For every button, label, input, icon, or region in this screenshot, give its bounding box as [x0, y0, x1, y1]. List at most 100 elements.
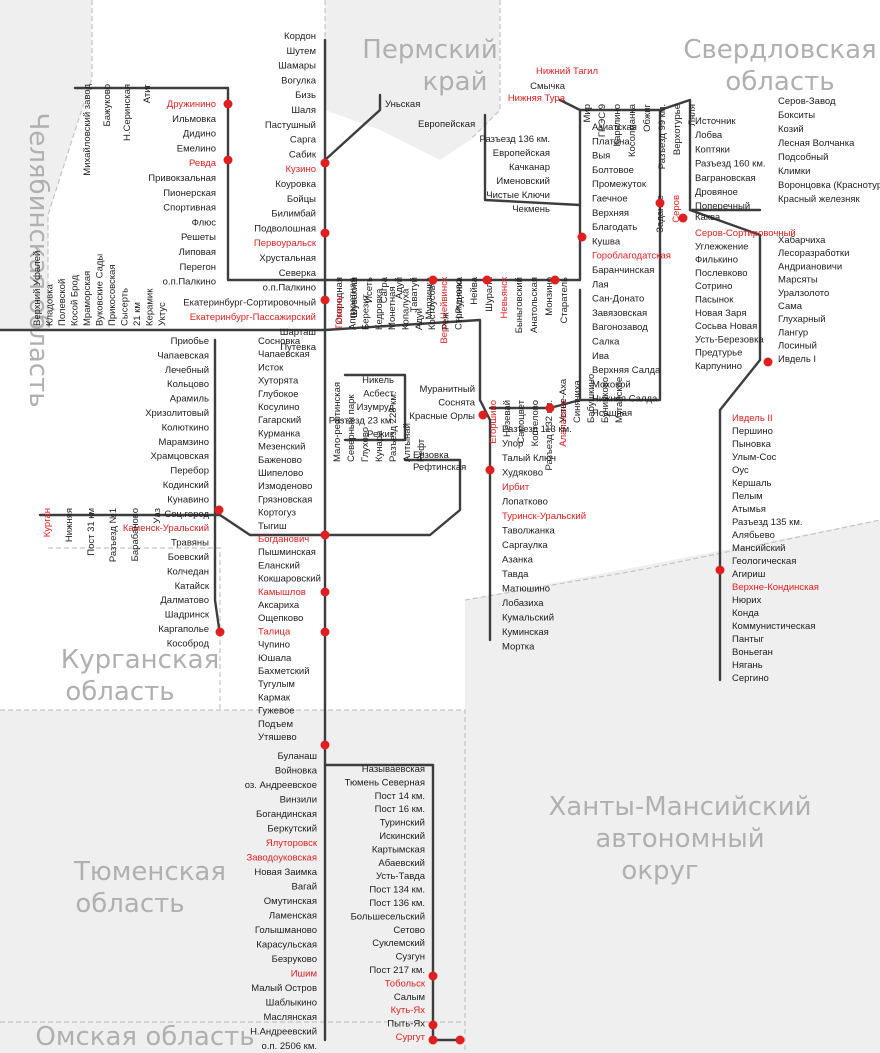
station-label: Сергино [732, 673, 769, 684]
station-label: Юшала [258, 653, 292, 664]
major-station-dot [320, 295, 330, 305]
station-label: Измоденово [258, 481, 312, 492]
station-label: Коптелово [530, 400, 541, 446]
station-label: Карпунино [695, 361, 742, 372]
station-label: Маслянская [263, 1012, 317, 1023]
track-kushva-loop [578, 108, 662, 402]
major-station-dot [223, 155, 233, 165]
station-label: Красные Орлы [409, 411, 475, 422]
station-label: Новая Заря [695, 308, 747, 319]
station-label: Картымская [372, 844, 425, 855]
track-yekat-east [0, 318, 492, 642]
station-label: Голышманово [255, 925, 317, 936]
station-label: Азиатская [592, 122, 637, 133]
station-label: Разъезд 132 км. [544, 400, 555, 471]
station-label: Климки [778, 166, 810, 177]
station-label: Ревда [189, 158, 217, 169]
station-label: Шаблыкино [266, 998, 317, 1009]
station-label: Чистые Ключи [486, 190, 550, 201]
station-label: Мортка [502, 642, 535, 653]
station-label: Сотрино [695, 281, 732, 292]
station-label: Северка [279, 268, 317, 279]
station-label: Нижняя Салда [592, 394, 658, 405]
station-label: Серов [671, 195, 682, 223]
station-label: Уаз [152, 508, 163, 524]
station-label: Адуй [414, 308, 425, 330]
station-label: Спортивная [163, 203, 216, 214]
station-label: Ильмовка [172, 114, 217, 125]
station-label: Перегон [180, 262, 216, 273]
region-tyumen-area [0, 710, 465, 1022]
region-label-khmao-2: автономный [595, 824, 764, 854]
station-label: Предтурье [695, 348, 742, 359]
station-label: Аксариха [258, 600, 300, 611]
station-label: Гужевое [258, 706, 295, 717]
major-station-dot [320, 587, 330, 597]
station-label: Новая Заимка [254, 867, 317, 878]
track-perm-branch [323, 93, 382, 162]
region-label-khmao: Ханты-Мансийский [548, 792, 811, 822]
station-label: Лобва [695, 130, 723, 141]
station-label: Ирбит [502, 482, 530, 493]
region-omsk-area [0, 1022, 465, 1053]
station-label: Тыгиш [258, 521, 287, 532]
station-label: Серов-Сортировочный [695, 228, 796, 239]
station-label: Верхний Уфалей [32, 251, 43, 326]
station-label: Пелым [732, 491, 763, 502]
station-label: Колюткино [162, 422, 209, 433]
station-label: Лечебный [165, 365, 209, 376]
station-label: Разъезд 135 км. [732, 517, 803, 528]
station-label: Вагонозавод [592, 322, 648, 333]
station-label: Европейская [493, 148, 550, 159]
station-label: Ляля [687, 104, 698, 126]
major-station-dot [478, 410, 488, 420]
station-label: Реж [440, 312, 451, 330]
station-label: Шурала [484, 276, 495, 311]
station-label: Чекмень [512, 204, 550, 215]
station-label: Нижняя [64, 508, 75, 542]
major-station-dot [763, 357, 773, 367]
station-label: Саргаулка [502, 540, 548, 551]
station-label: Ивдель II [732, 413, 773, 424]
station-label: Филькино [695, 255, 738, 266]
station-label: Храмцовская [150, 451, 209, 462]
region-khmao-area [465, 520, 880, 1053]
station-label: Шадринск [165, 610, 210, 621]
station-label: Ваграновская [695, 173, 756, 184]
station-label: Туринский [380, 818, 425, 829]
region-chelyabinsk-area [0, 0, 92, 330]
station-label: Екатеринбург-Сортировочный [183, 297, 316, 308]
station-label: Лесная Волчанка [778, 138, 855, 149]
station-label: Куминская [502, 627, 549, 638]
station-label: Карелино [612, 104, 623, 146]
station-label: Качканар [509, 162, 550, 173]
major-station-dot [455, 1035, 465, 1045]
station-label: Курманка [258, 428, 301, 439]
station-label: Кокшаровский [258, 574, 321, 585]
station-label: Разъезд 113 км. [502, 424, 572, 435]
station-label: Первоуральск [254, 238, 317, 249]
station-label: Пышминская [258, 547, 316, 558]
major-station-dot [320, 627, 330, 637]
station-label: Марсяты [778, 275, 818, 286]
station-label: Глубокое [258, 389, 299, 400]
station-label: Верх-Нейвинск [439, 276, 450, 344]
major-station-dot [545, 403, 555, 413]
station-label: Ялуторовск [266, 838, 318, 849]
station-label: Арамиль [170, 394, 209, 405]
major-station-dot [214, 505, 224, 515]
station-label: Пост 134 км. [369, 885, 425, 896]
station-label: Дидино [183, 129, 216, 140]
station-label: Емелино [177, 143, 216, 154]
major-station-dot [320, 740, 330, 750]
station-label: Шарташ [280, 327, 316, 338]
station-label: Пост 16 км. [375, 804, 425, 815]
station-label: Сан-Донато [592, 294, 644, 305]
major-station-dot [320, 158, 330, 168]
station-label: Стриганово [454, 279, 465, 330]
major-station-dot [428, 275, 438, 285]
station-label: Сузгун [396, 952, 425, 963]
stations: Кордон Шутем Шамары Вогулка Бизь Шаля Пастушны… [32, 31, 880, 1052]
track-to-nizhny-tagil [323, 98, 582, 282]
